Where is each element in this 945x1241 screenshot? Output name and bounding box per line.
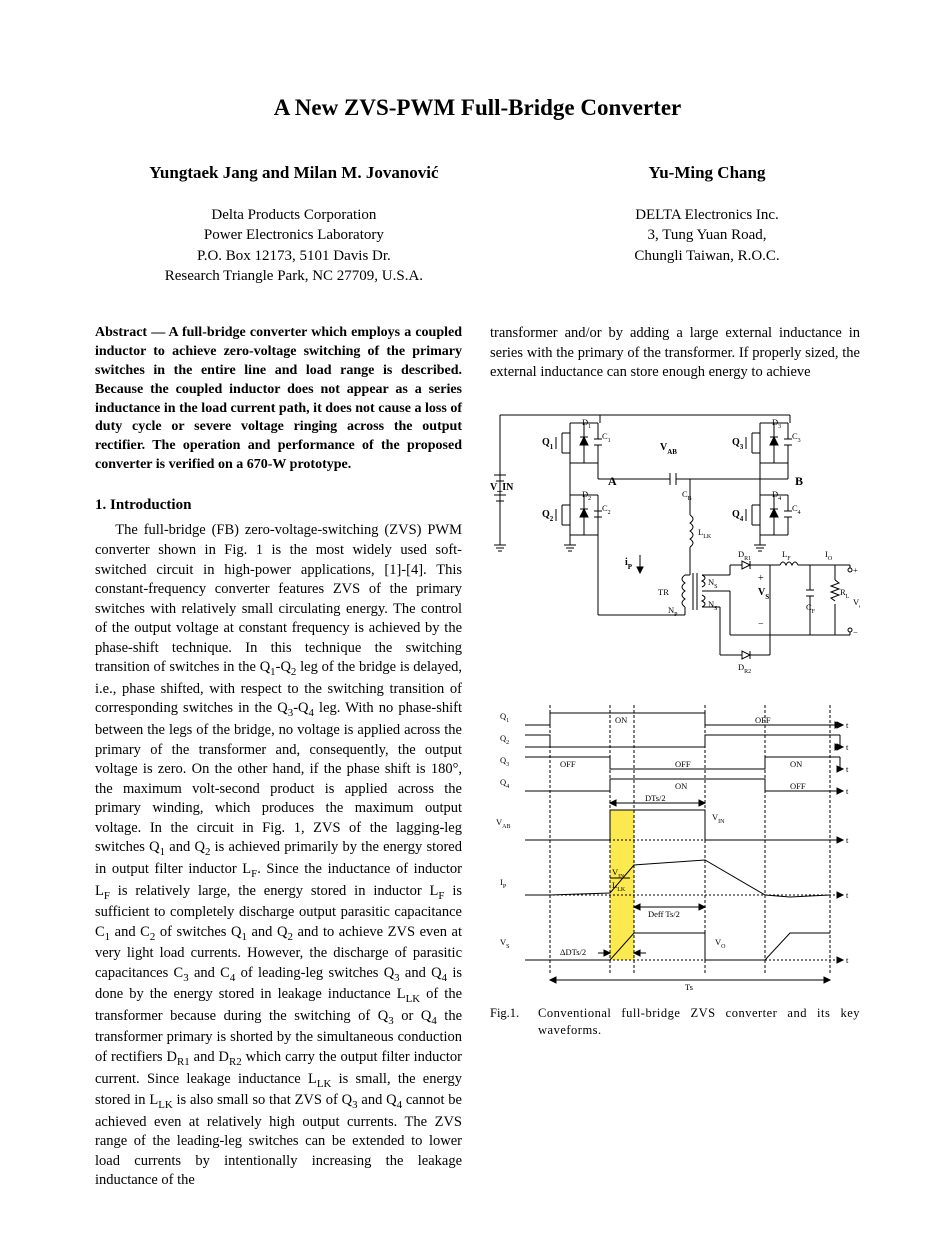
timing-label: Deff Ts/2	[648, 909, 680, 919]
figure-1: V_IN Q1 Q2 Q3 Q4 D1 D2 D3 D4 C1 C2 C3 C4…	[490, 395, 860, 1039]
col2-text: transformer and/or by adding a large ext…	[490, 324, 860, 383]
circuit-label: B	[795, 474, 803, 488]
circuit-label: NP	[668, 605, 678, 618]
t-axis: t	[846, 720, 849, 730]
circuit-label: Q3	[732, 437, 744, 451]
timing-label: ON	[790, 759, 802, 769]
abstract: Abstract — A full-bridge converter which…	[95, 324, 462, 475]
timing-row-label: Q2	[500, 733, 509, 746]
circuit-label: −	[853, 627, 858, 637]
two-column-body: Abstract — A full-bridge converter which…	[95, 324, 860, 1191]
circuit-label: VAB	[660, 442, 677, 456]
circuit-label: A	[608, 474, 617, 488]
affil-line: Delta Products Corporation	[95, 205, 493, 225]
author-names-left: Yungtaek Jang and Milan M. Jovanović	[95, 163, 493, 183]
timing-label: OFF	[755, 715, 771, 725]
circuit-label: Q1	[542, 437, 554, 451]
author-names-right: Yu-Ming Chang	[554, 163, 860, 183]
timing-label: Ts	[685, 982, 693, 992]
author-block-right: Yu-Ming Chang DELTA Electronics Inc. 3, …	[554, 163, 860, 286]
circuit-label: C2	[602, 503, 611, 516]
circuit-label: +	[758, 573, 764, 584]
t-axis: t	[846, 764, 849, 774]
paper-title: A New ZVS-PWM Full-Bridge Converter	[95, 95, 860, 121]
circuit-label: C4	[792, 503, 801, 516]
timing-row-label: Q1	[500, 711, 509, 724]
circuit-label: Q4	[732, 509, 744, 523]
author-block-left: Yungtaek Jang and Milan M. Jovanović Del…	[95, 163, 493, 286]
circuit-label: C3	[792, 431, 801, 444]
timing-row-label: Q3	[500, 755, 509, 768]
circuit-label: iP	[625, 557, 633, 571]
circuit-label: VS	[758, 587, 769, 601]
affil-line: 3, Tung Yuan Road,	[554, 225, 860, 245]
t-axis: t	[846, 835, 849, 845]
circuit-label: +	[853, 565, 858, 575]
timing-label: OFF	[675, 759, 691, 769]
col2-continuation: transformer and/or by adding a large ext…	[490, 324, 860, 383]
timing-label: ON	[615, 715, 627, 725]
circuit-label: DR1	[738, 549, 751, 562]
affil-line: Power Electronics Laboratory	[95, 225, 493, 245]
circuit-label: D2	[582, 489, 591, 502]
circuit-label: TR	[658, 587, 669, 597]
t-axis: t	[846, 890, 849, 900]
t-axis: t	[846, 955, 849, 965]
affil-line: Chungli Taiwan, R.O.C.	[554, 246, 860, 266]
circuit-label: D1	[582, 417, 591, 430]
intro-text: The full-bridge (FB) zero-voltage-switch…	[95, 521, 462, 1191]
circuit-diagram: V_IN Q1 Q2 Q3 Q4 D1 D2 D3 D4 C1 C2 C3 C4…	[490, 395, 860, 695]
timing-label: VO	[715, 937, 726, 950]
figure-caption-text: Conventional full-bridge ZVS converter a…	[538, 1005, 860, 1039]
circuit-label: DR2	[738, 662, 751, 675]
timing-label: ON	[675, 781, 687, 791]
timing-label: VIN	[712, 812, 725, 825]
figure-label: Fig.1.	[490, 1005, 538, 1039]
affil-left: Delta Products Corporation Power Electro…	[95, 205, 493, 286]
intro-paragraph: The full-bridge (FB) zero-voltage-switch…	[95, 521, 462, 1191]
circuit-label: IO	[825, 549, 833, 562]
t-axis: t	[846, 742, 849, 752]
circuit-label: C1	[602, 431, 611, 444]
circuit-label: LLK	[698, 527, 712, 540]
circuit-label: NS	[708, 577, 717, 590]
circuit-label: Q2	[542, 509, 554, 523]
affil-line: DELTA Electronics Inc.	[554, 205, 860, 225]
timing-diagram: Q1 Q2 Q3 Q4 VAB IP VS ON OFF OFF OFF ON …	[490, 695, 860, 995]
timing-row-label: Q4	[500, 777, 509, 790]
circuit-label: Vo	[853, 597, 860, 610]
timing-label: ΔDTs/2	[560, 947, 586, 957]
figure-1-caption: Fig.1. Conventional full-bridge ZVS conv…	[490, 1005, 860, 1039]
timing-row-label: IP	[500, 877, 507, 890]
timing-label: OFF	[560, 759, 576, 769]
affil-line: Research Triangle Park, NC 27709, U.S.A.	[95, 266, 493, 286]
circuit-label: NS	[708, 599, 717, 612]
circuit-label: V_IN	[490, 482, 514, 493]
authors-row: Yungtaek Jang and Milan M. Jovanović Del…	[95, 163, 860, 286]
t-axis: t	[846, 786, 849, 796]
timing-label: DTs/2	[645, 793, 666, 803]
circuit-label: D3	[772, 417, 781, 430]
circuit-label: −	[758, 619, 764, 630]
timing-row-label: VS	[500, 937, 509, 950]
circuit-label: RL	[840, 587, 850, 600]
column-right: transformer and/or by adding a large ext…	[490, 324, 860, 1191]
affil-line: P.O. Box 12173, 5101 Davis Dr.	[95, 246, 493, 266]
circuit-label: CF	[806, 602, 816, 615]
timing-row-label: VAB	[496, 817, 510, 830]
circuit-label: LF	[782, 549, 791, 562]
timing-label: OFF	[790, 781, 806, 791]
affil-right: DELTA Electronics Inc. 3, Tung Yuan Road…	[554, 205, 860, 266]
circuit-label: D4	[772, 489, 781, 502]
section-heading-1: 1. Introduction	[95, 495, 462, 515]
column-left: Abstract — A full-bridge converter which…	[95, 324, 462, 1191]
